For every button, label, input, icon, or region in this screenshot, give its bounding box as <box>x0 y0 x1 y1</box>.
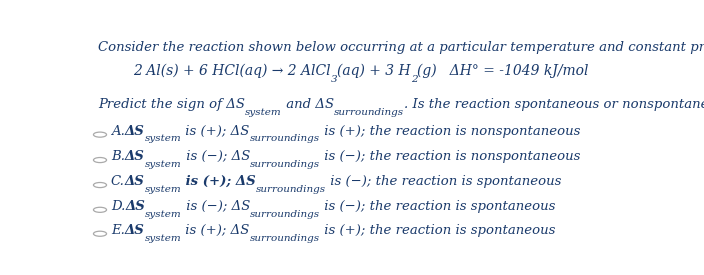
Text: ΔS: ΔS <box>125 224 144 237</box>
Text: C.: C. <box>111 175 125 188</box>
Text: 3: 3 <box>330 75 337 84</box>
Text: Consider the reaction shown below occurring at a particular temperature and cons: Consider the reaction shown below occurr… <box>98 42 704 54</box>
Text: 2: 2 <box>410 75 417 84</box>
Text: 2 Al(s) + 6 HCl(aq) → 2 AlCl: 2 Al(s) + 6 HCl(aq) → 2 AlCl <box>133 64 330 78</box>
Text: system: system <box>144 134 182 144</box>
Text: is (−); the reaction is spontaneous: is (−); the reaction is spontaneous <box>326 175 562 188</box>
Text: (aq) + 3 H: (aq) + 3 H <box>337 64 410 78</box>
Text: system: system <box>144 233 182 243</box>
Text: is (+); ΔS: is (+); ΔS <box>182 224 250 237</box>
Text: system: system <box>245 108 282 117</box>
Text: ΔS: ΔS <box>125 200 145 213</box>
Text: is (−); the reaction is spontaneous: is (−); the reaction is spontaneous <box>320 200 555 213</box>
Text: surroundings: surroundings <box>251 210 320 219</box>
Text: A.: A. <box>111 125 125 138</box>
Text: ΔS: ΔS <box>125 175 144 188</box>
Text: is (+); ΔS: is (+); ΔS <box>182 175 256 188</box>
Text: Predict the sign of ΔS: Predict the sign of ΔS <box>98 98 245 111</box>
Text: surroundings: surroundings <box>250 160 320 169</box>
Text: B.: B. <box>111 150 125 163</box>
Text: surroundings: surroundings <box>250 134 320 144</box>
Text: system: system <box>144 185 182 194</box>
Text: surroundings: surroundings <box>256 185 326 194</box>
Text: ΔS: ΔS <box>125 150 145 163</box>
Text: E.: E. <box>111 224 125 237</box>
Text: D.: D. <box>111 200 125 213</box>
Text: is (−); the reaction is nonspontaneous: is (−); the reaction is nonspontaneous <box>320 150 580 163</box>
Text: is (+); the reaction is nonspontaneous: is (+); the reaction is nonspontaneous <box>320 125 580 138</box>
Text: is (+); ΔS: is (+); ΔS <box>182 125 250 138</box>
Text: is (−); ΔS: is (−); ΔS <box>182 200 251 213</box>
Text: surroundings: surroundings <box>250 233 320 243</box>
Text: system: system <box>145 160 182 169</box>
Text: is (−); ΔS: is (−); ΔS <box>182 150 250 163</box>
Text: ΔS: ΔS <box>125 125 144 138</box>
Text: system: system <box>145 210 182 219</box>
Text: and ΔS: and ΔS <box>282 98 334 111</box>
Text: is (+); the reaction is spontaneous: is (+); the reaction is spontaneous <box>320 224 555 237</box>
Text: surroundings: surroundings <box>334 108 404 117</box>
Text: . Is the reaction spontaneous or nonspontaneous?: . Is the reaction spontaneous or nonspon… <box>404 98 704 111</box>
Text: (g)   ΔH° = -1049 kJ/mol: (g) ΔH° = -1049 kJ/mol <box>417 64 589 78</box>
